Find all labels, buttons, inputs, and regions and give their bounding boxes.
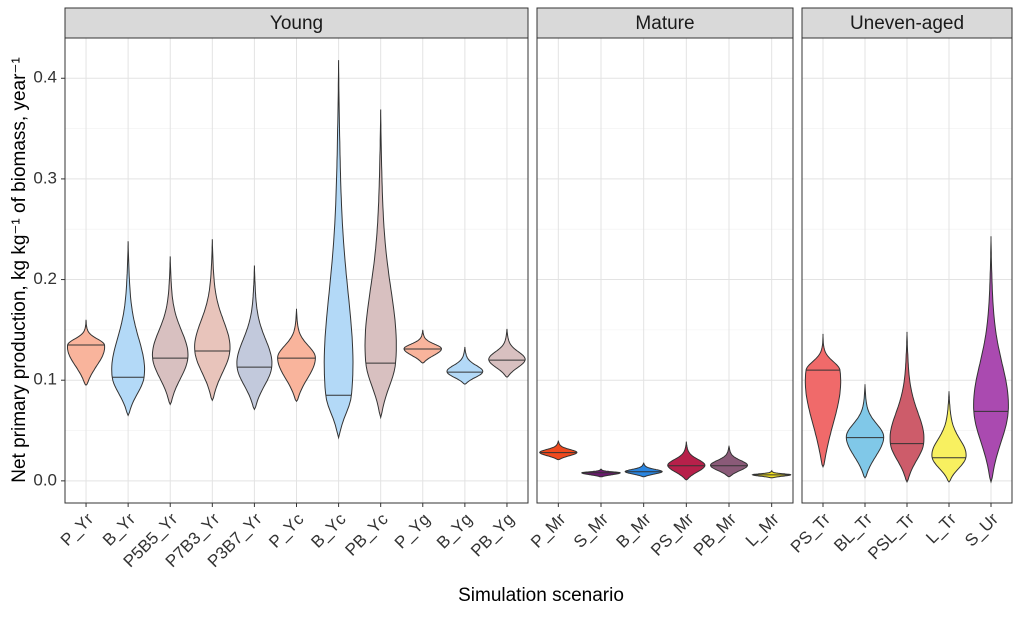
violin bbox=[539, 440, 578, 461]
strip bbox=[64, 7, 529, 39]
violin bbox=[151, 256, 189, 406]
x-tick-label: S_Mr bbox=[570, 509, 612, 551]
violin bbox=[236, 265, 273, 411]
violin bbox=[973, 236, 1009, 484]
strip bbox=[801, 7, 1013, 39]
strip-title: Young bbox=[270, 13, 323, 34]
violin bbox=[751, 469, 792, 479]
violin bbox=[111, 241, 146, 417]
x-axis-label: Simulation scenario bbox=[458, 585, 624, 606]
x-tick-label: P_Yg bbox=[391, 510, 434, 553]
violin bbox=[446, 346, 484, 385]
violin bbox=[403, 329, 443, 364]
panel-background bbox=[537, 38, 793, 503]
x-tick-label: PSL_Tr bbox=[864, 509, 918, 563]
violin bbox=[364, 109, 397, 420]
x-tick-label: L_Tr bbox=[922, 509, 960, 547]
y-tick-label: 0.2 bbox=[33, 269, 57, 288]
y-tick-label: 0.3 bbox=[33, 168, 57, 187]
violin bbox=[488, 328, 526, 378]
violin bbox=[277, 308, 316, 403]
violin bbox=[709, 445, 749, 478]
violin bbox=[667, 441, 706, 481]
violin bbox=[804, 333, 842, 469]
violin bbox=[931, 391, 967, 483]
y-tick-label: 0.1 bbox=[33, 370, 57, 389]
x-tick-label: L_Mr bbox=[742, 509, 783, 550]
x-tick-label: PB_Yg bbox=[467, 510, 518, 561]
violin bbox=[194, 239, 231, 402]
violin bbox=[323, 60, 354, 440]
x-tick-label: PB_Yc bbox=[341, 509, 392, 560]
violin bbox=[67, 319, 106, 386]
y-tick-label: 0.0 bbox=[33, 470, 57, 489]
strip-title: Uneven-aged bbox=[850, 13, 964, 34]
violin bbox=[845, 384, 885, 479]
x-tick-label: PB_Mr bbox=[690, 509, 740, 559]
x-tick-label: PS_Tr bbox=[787, 509, 834, 556]
strip-title: Mature bbox=[635, 13, 694, 34]
y-axis-label: Net primary production, kg kg⁻¹ of bioma… bbox=[9, 57, 30, 483]
x-tick-label: S_Ur bbox=[961, 509, 1002, 550]
x-tick-label: P_Mr bbox=[527, 509, 569, 551]
x-tick-label: P_Yc bbox=[265, 509, 308, 552]
y-tick-label: 0.4 bbox=[33, 68, 57, 87]
strip bbox=[536, 7, 794, 39]
violin bbox=[889, 331, 925, 484]
x-tick-label: P_Yr bbox=[57, 509, 97, 549]
x-tick-label: PS_Mr bbox=[647, 509, 697, 559]
